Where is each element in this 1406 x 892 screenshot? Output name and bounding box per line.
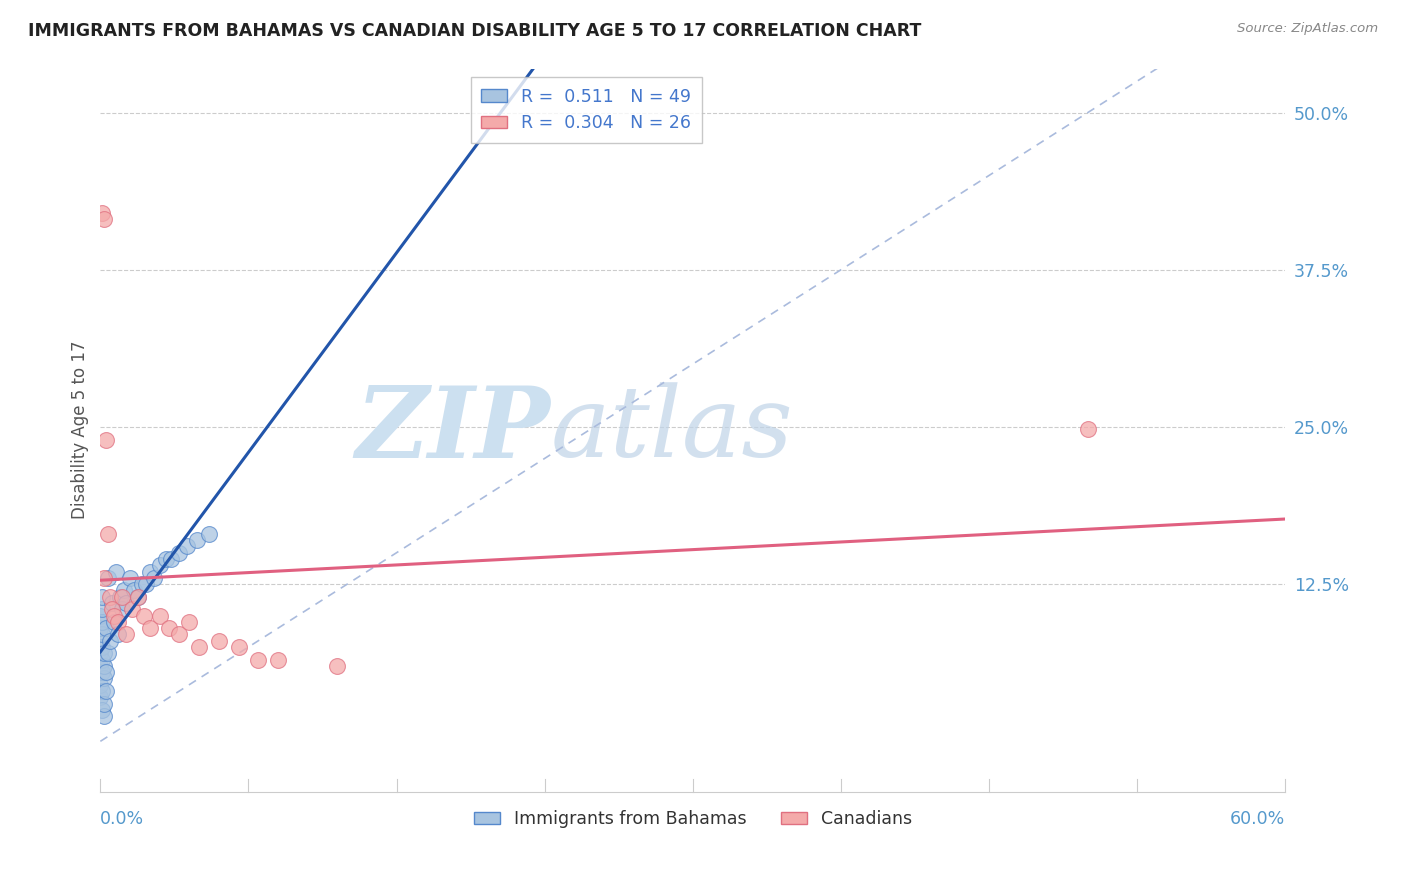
Text: 0.0%: 0.0% [100, 811, 145, 829]
Point [89, 646, 111, 660]
Point [188, 640, 211, 654]
Point [91, 684, 114, 698]
Point [89, 690, 111, 705]
Point [122, 583, 145, 598]
Point [103, 615, 125, 629]
Text: ZIP: ZIP [356, 382, 551, 478]
Point [118, 571, 141, 585]
Point [89, 621, 111, 635]
Point [97, 646, 120, 660]
Point [198, 526, 221, 541]
Point [93, 571, 115, 585]
Point [138, 565, 160, 579]
Point [93, 697, 115, 711]
Point [127, 590, 149, 604]
Point [160, 552, 183, 566]
Point [108, 590, 131, 604]
Point [138, 621, 160, 635]
Point [91, 615, 114, 629]
Point [1077, 422, 1099, 436]
Point [155, 552, 177, 566]
Point [111, 590, 134, 604]
Point [89, 658, 111, 673]
Point [96, 433, 118, 447]
Text: Source: ZipAtlas.com: Source: ZipAtlas.com [1237, 22, 1378, 36]
Point [91, 590, 114, 604]
Point [91, 652, 114, 666]
Text: 60.0%: 60.0% [1230, 811, 1285, 829]
Point [107, 615, 129, 629]
Point [115, 627, 138, 641]
Point [179, 615, 201, 629]
Point [159, 621, 181, 635]
Text: IMMIGRANTS FROM BAHAMAS VS CANADIAN DISABILITY AGE 5 TO 17 CORRELATION CHART: IMMIGRANTS FROM BAHAMAS VS CANADIAN DISA… [28, 22, 921, 40]
Point [267, 652, 290, 666]
Point [169, 627, 191, 641]
Point [91, 602, 114, 616]
Point [176, 540, 198, 554]
Y-axis label: Disability Age 5 to 17: Disability Age 5 to 17 [72, 341, 89, 519]
Point [149, 558, 172, 573]
Point [326, 658, 349, 673]
Point [208, 633, 231, 648]
Point [142, 571, 165, 585]
Point [91, 206, 114, 220]
Point [93, 672, 115, 686]
Point [121, 602, 143, 616]
Point [127, 590, 149, 604]
Point [228, 640, 250, 654]
Point [131, 577, 153, 591]
Point [132, 608, 155, 623]
Point [93, 709, 115, 723]
Point [98, 633, 121, 648]
Point [96, 665, 118, 680]
Point [93, 658, 115, 673]
Point [93, 212, 115, 227]
Point [115, 596, 138, 610]
Point [247, 652, 270, 666]
Point [107, 627, 129, 641]
Point [105, 565, 128, 579]
Point [91, 703, 114, 717]
Text: atlas: atlas [551, 383, 793, 478]
Point [135, 577, 157, 591]
Point [91, 640, 114, 654]
Point [93, 646, 115, 660]
Point [89, 678, 111, 692]
Point [186, 533, 208, 548]
Point [96, 684, 118, 698]
Point [97, 571, 120, 585]
Point [89, 608, 111, 623]
Point [112, 583, 135, 598]
Point [91, 627, 114, 641]
Point [111, 602, 134, 616]
Point [98, 590, 121, 604]
Legend: Immigrants from Bahamas, Canadians: Immigrants from Bahamas, Canadians [467, 803, 920, 835]
Point [101, 596, 124, 610]
Point [169, 546, 191, 560]
Point [91, 665, 114, 680]
Point [97, 526, 120, 541]
Point [96, 621, 118, 635]
Point [103, 608, 125, 623]
Point [149, 608, 172, 623]
Point [89, 633, 111, 648]
Point [101, 602, 124, 616]
